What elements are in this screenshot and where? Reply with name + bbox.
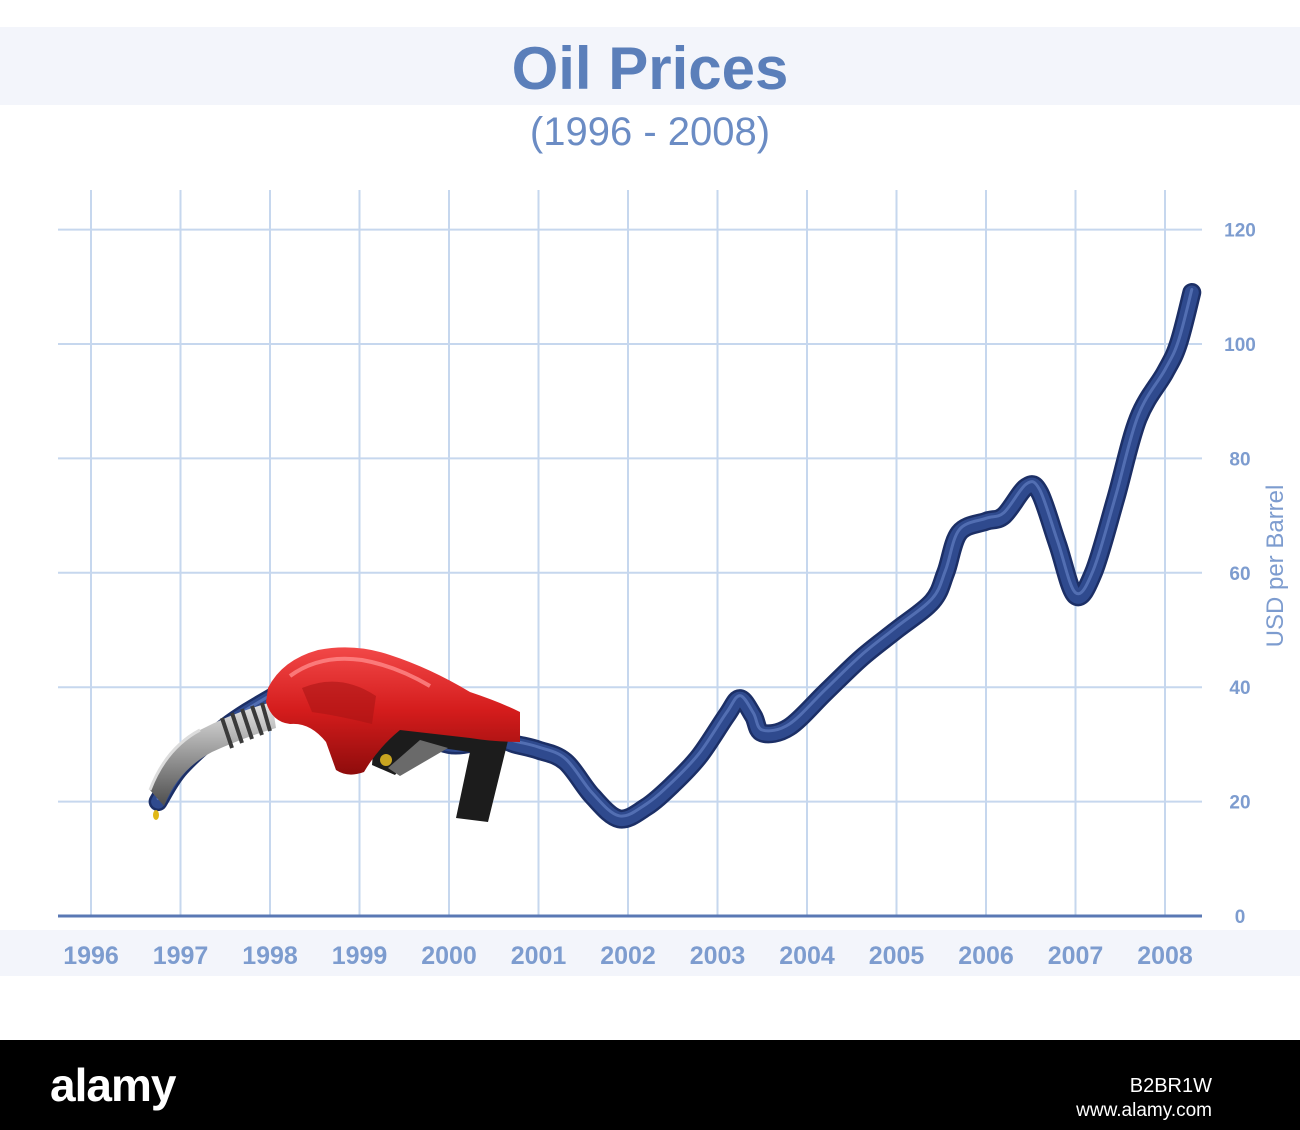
series-line (151, 285, 1199, 827)
y-tick-label: 120 (1224, 221, 1256, 242)
x-tick-label: 2008 (1137, 942, 1193, 970)
y-tick-label: 100 (1224, 335, 1256, 356)
x-tick-label: 2007 (1048, 942, 1104, 970)
x-tick-label: 2000 (421, 942, 477, 970)
x-tick-label: 2001 (511, 942, 567, 970)
x-tick-label: 2002 (600, 942, 656, 970)
footer-bar (0, 1040, 1300, 1130)
brand-logo: alamy (50, 1059, 176, 1111)
x-tick-label: 1998 (242, 942, 298, 970)
x-tick-label: 1999 (332, 942, 388, 970)
y-tick-label: 60 (1229, 564, 1250, 585)
y-tick-label: 40 (1229, 678, 1250, 699)
title-band (0, 27, 1300, 105)
chart-subtitle: (1996 - 2008) (529, 110, 771, 154)
x-tick-label: 2004 (779, 942, 835, 970)
series-line-highlight (156, 288, 1194, 818)
x-tick-label: 1996 (63, 942, 119, 970)
x-tick-label: 2003 (690, 942, 746, 970)
y-tick-label: 0 (1235, 907, 1246, 928)
chart-title: Oil Prices (511, 35, 789, 102)
series-line-shadow (148, 283, 1202, 829)
y-tick-label: 20 (1229, 793, 1250, 814)
x-tick-label: 2005 (869, 942, 925, 970)
x-axis-band (0, 930, 1300, 976)
y-tick-label: 80 (1229, 449, 1250, 470)
x-tick-label: 1997 (153, 942, 209, 970)
fuel-nozzle-icon (148, 647, 520, 822)
y-axis-label: USD per Barrel (1262, 485, 1289, 648)
image-id: B2BR1W (1129, 1075, 1212, 1097)
x-tick-label: 2006 (958, 942, 1014, 970)
oil-price-chart: 1996 1997 1998 1999 2000 2001 2002 2003 2004 2005… (58, 190, 1289, 970)
site-url: www.alamy.com (1076, 1100, 1212, 1121)
